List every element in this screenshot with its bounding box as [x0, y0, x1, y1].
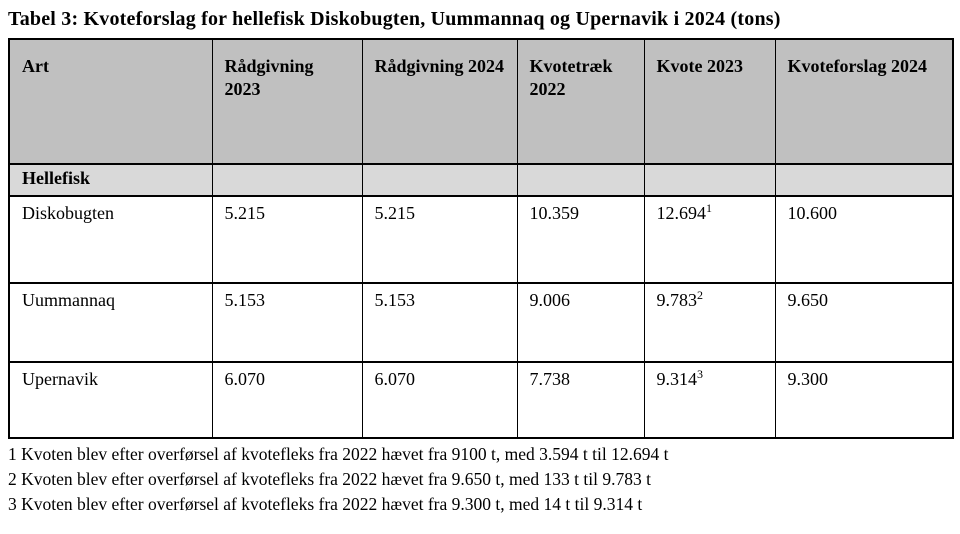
- footnote-marker: 1: [706, 201, 712, 215]
- cell-kvotetraek-2022: 9.006: [516, 282, 645, 363]
- footnotes-block: 1 Kvoten blev efter overførsel af kvotef…: [8, 442, 952, 517]
- kvote-2023-value: 9.783: [656, 290, 698, 310]
- cell-art: Upernavik: [8, 361, 213, 439]
- cell-kvote-2023: 12.6941: [643, 195, 776, 284]
- quota-table: Art Rådgivning 2023 Rådgivning 2024 Kvot…: [8, 38, 954, 439]
- cell-art: Uummannaq: [8, 282, 213, 363]
- section-cell-empty: [516, 163, 645, 197]
- table-row-upernavik: Upernavik 6.070 6.070 7.738 9.3143 9.300: [8, 361, 954, 439]
- column-header-kvotetraek-2022: Kvotetræk 2022: [516, 38, 645, 165]
- footnote-line-3: 3 Kvoten blev efter overførsel af kvotef…: [8, 494, 643, 514]
- column-header-art: Art: [8, 38, 213, 165]
- kvote-2023-value: 12.694: [656, 203, 707, 223]
- table-row-uummannaq: Uummannaq 5.153 5.153 9.006 9.7832 9.650: [8, 282, 954, 363]
- cell-kvoteforslag-2024: 9.650: [774, 282, 954, 363]
- cell-radgivning-2024: 6.070: [361, 361, 518, 439]
- cell-kvotetraek-2022: 10.359: [516, 195, 645, 284]
- column-header-radgivning-2023: Rådgivning 2023: [211, 38, 363, 165]
- section-cell-empty: [211, 163, 363, 197]
- footnote-line-2: 2 Kvoten blev efter overførsel af kvotef…: [8, 469, 651, 489]
- table-row-diskobugten: Diskobugten 5.215 5.215 10.359 12.6941 1…: [8, 195, 954, 284]
- footnote-line-1: 1 Kvoten blev efter overførsel af kvotef…: [8, 444, 669, 464]
- section-cell-empty: [774, 163, 954, 197]
- column-header-kvoteforslag-2024: Kvoteforslag 2024: [774, 38, 954, 165]
- column-header-radgivning-2024: Rådgivning 2024: [361, 38, 518, 165]
- section-cell-empty: [643, 163, 776, 197]
- section-row-hellefisk: Hellefisk: [8, 163, 954, 197]
- cell-radgivning-2023: 5.215: [211, 195, 363, 284]
- table-header-row: Art Rådgivning 2023 Rådgivning 2024 Kvot…: [8, 38, 954, 165]
- column-header-kvote-2023: Kvote 2023: [643, 38, 776, 165]
- cell-radgivning-2024: 5.153: [361, 282, 518, 363]
- cell-radgivning-2023: 6.070: [211, 361, 363, 439]
- kvote-2023-value: 9.314: [656, 369, 698, 389]
- cell-kvoteforslag-2024: 9.300: [774, 361, 954, 439]
- footnote-marker: 3: [697, 367, 703, 381]
- cell-radgivning-2024: 5.215: [361, 195, 518, 284]
- footnote-marker: 2: [697, 288, 703, 302]
- cell-kvote-2023: 9.3143: [643, 361, 776, 439]
- cell-art: Diskobugten: [8, 195, 213, 284]
- cell-kvoteforslag-2024: 10.600: [774, 195, 954, 284]
- cell-kvote-2023: 9.7832: [643, 282, 776, 363]
- cell-kvotetraek-2022: 7.738: [516, 361, 645, 439]
- section-header-label: Hellefisk: [8, 163, 213, 197]
- table-title: Tabel 3: Kvoteforslag for hellefisk Disk…: [8, 8, 781, 30]
- section-cell-empty: [361, 163, 518, 197]
- cell-radgivning-2023: 5.153: [211, 282, 363, 363]
